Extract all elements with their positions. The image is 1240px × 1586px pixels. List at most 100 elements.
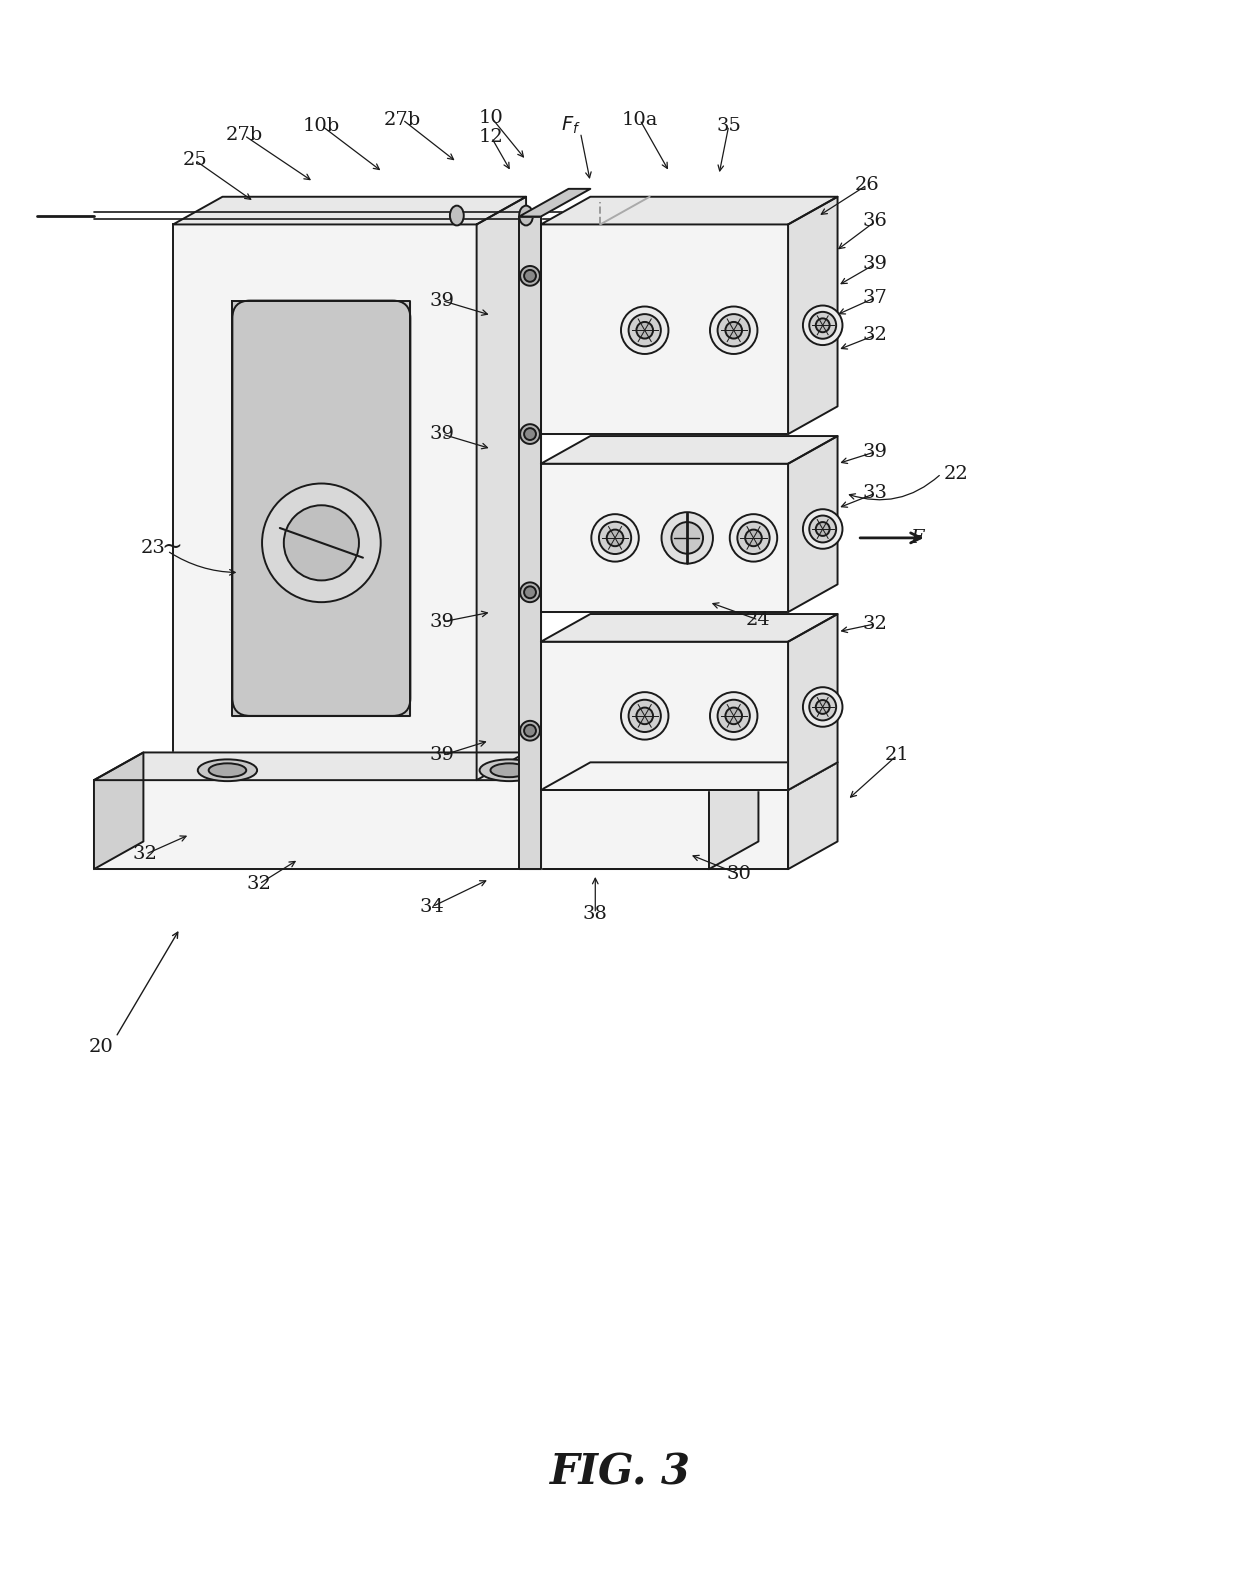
Ellipse shape [520, 206, 533, 225]
Circle shape [730, 514, 777, 561]
Circle shape [629, 314, 661, 346]
Text: ~: ~ [161, 536, 182, 560]
Text: 32: 32 [863, 327, 888, 344]
Text: 30: 30 [727, 864, 751, 883]
Circle shape [816, 319, 830, 331]
Polygon shape [789, 436, 837, 612]
Polygon shape [520, 217, 541, 869]
Circle shape [636, 322, 653, 338]
Text: 21: 21 [884, 747, 909, 764]
Text: FIG. 3: FIG. 3 [549, 1451, 691, 1494]
Ellipse shape [480, 760, 539, 782]
Circle shape [711, 691, 758, 739]
Text: 38: 38 [583, 904, 608, 923]
Text: 12: 12 [479, 128, 503, 146]
Text: 34: 34 [419, 898, 445, 915]
Text: 35: 35 [717, 116, 742, 135]
Circle shape [738, 522, 770, 554]
Circle shape [520, 266, 539, 285]
Circle shape [671, 522, 703, 554]
Text: 23: 23 [141, 539, 166, 557]
Text: 27b: 27b [384, 111, 422, 128]
Text: 10b: 10b [303, 116, 340, 135]
Polygon shape [541, 763, 837, 790]
Polygon shape [94, 780, 709, 869]
Polygon shape [541, 614, 837, 642]
Polygon shape [232, 301, 410, 715]
Circle shape [725, 322, 742, 338]
Circle shape [621, 691, 668, 739]
Text: 39: 39 [429, 292, 455, 309]
Circle shape [804, 509, 842, 549]
Circle shape [606, 530, 624, 546]
Circle shape [525, 587, 536, 598]
Circle shape [816, 699, 830, 714]
Circle shape [520, 582, 539, 603]
Circle shape [804, 687, 842, 726]
Polygon shape [541, 436, 837, 463]
Polygon shape [174, 225, 476, 780]
Circle shape [599, 522, 631, 554]
Text: F: F [910, 528, 924, 547]
Ellipse shape [208, 763, 247, 777]
Text: 26: 26 [854, 176, 879, 193]
Circle shape [284, 506, 358, 580]
Circle shape [718, 314, 750, 346]
Text: 10a: 10a [621, 111, 658, 128]
Text: 39: 39 [429, 425, 455, 442]
Text: 36: 36 [863, 213, 888, 230]
Ellipse shape [198, 760, 257, 782]
Polygon shape [709, 752, 759, 869]
Polygon shape [94, 752, 759, 780]
Polygon shape [476, 197, 526, 780]
Text: 20: 20 [88, 1039, 113, 1056]
Circle shape [725, 707, 742, 725]
Circle shape [718, 699, 750, 733]
Circle shape [262, 484, 381, 603]
Ellipse shape [450, 206, 464, 225]
Text: 39: 39 [429, 747, 455, 764]
Text: 33: 33 [863, 484, 888, 503]
Text: 37: 37 [863, 289, 888, 306]
Polygon shape [789, 197, 837, 435]
Circle shape [525, 428, 536, 439]
Text: 32: 32 [133, 845, 157, 863]
Circle shape [525, 270, 536, 282]
Circle shape [621, 306, 668, 354]
Circle shape [810, 312, 836, 339]
Text: 27b: 27b [226, 127, 263, 144]
Text: 39: 39 [863, 255, 888, 273]
Polygon shape [789, 763, 837, 869]
Ellipse shape [491, 763, 528, 777]
Circle shape [810, 515, 836, 542]
Text: 10: 10 [479, 109, 503, 127]
Circle shape [629, 699, 661, 733]
Text: 32: 32 [863, 615, 888, 633]
Polygon shape [541, 225, 789, 435]
Polygon shape [541, 463, 789, 612]
Circle shape [636, 707, 653, 725]
Circle shape [591, 514, 639, 561]
Text: 22: 22 [944, 465, 968, 482]
Text: 39: 39 [863, 442, 888, 462]
Circle shape [711, 306, 758, 354]
Circle shape [804, 306, 842, 346]
Circle shape [810, 693, 836, 720]
Text: 32: 32 [247, 875, 272, 893]
Circle shape [520, 720, 539, 741]
Circle shape [745, 530, 761, 546]
Polygon shape [174, 197, 526, 225]
Circle shape [661, 512, 713, 563]
Text: 25: 25 [182, 151, 207, 170]
Circle shape [525, 725, 536, 736]
Text: 24: 24 [746, 611, 771, 630]
FancyBboxPatch shape [232, 301, 410, 715]
Polygon shape [520, 189, 590, 217]
Polygon shape [94, 752, 144, 869]
Text: $F_f$: $F_f$ [560, 114, 580, 136]
Circle shape [816, 522, 830, 536]
Text: 39: 39 [429, 612, 455, 631]
Circle shape [520, 423, 539, 444]
Polygon shape [541, 642, 789, 790]
Polygon shape [541, 197, 837, 225]
